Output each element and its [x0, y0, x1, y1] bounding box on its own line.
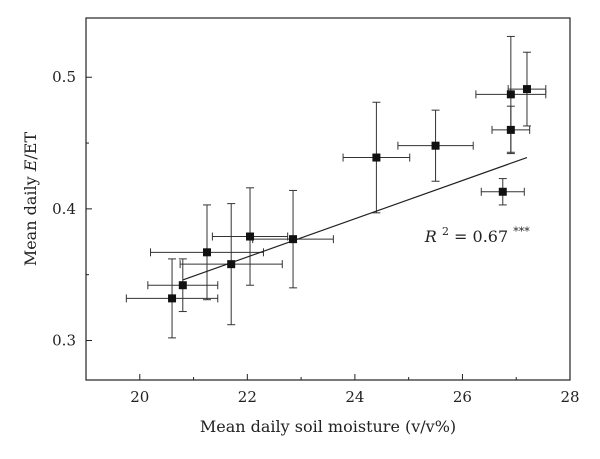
x-tick-label: 22: [238, 388, 257, 406]
data-point: [506, 90, 515, 99]
y-axis-label-prefix: Mean daily: [21, 171, 40, 266]
r-symbol: R: [424, 227, 437, 246]
r-superscript: 2: [442, 225, 449, 238]
x-axis-label: Mean daily soil moisture (v/v%): [200, 417, 456, 436]
axis-ticks: 20 22 24 26 28 0.3 0.4 0.5: [52, 68, 579, 406]
r-value: = 0.67: [454, 227, 508, 246]
data-markers: [168, 85, 531, 303]
plot-frame: [85, 17, 571, 381]
y-axis-label-suffix: /ET: [21, 132, 40, 160]
data-point: [431, 141, 440, 150]
data-point: [227, 260, 236, 269]
data-point: [498, 187, 507, 196]
data-point: [372, 153, 381, 162]
data-point: [203, 248, 211, 257]
y-tick-label: 0.5: [52, 68, 76, 86]
data-point: [246, 232, 255, 241]
error-bars: [125, 35, 547, 339]
data-point: [178, 281, 187, 290]
x-tick-label: 28: [560, 388, 579, 406]
y-tick-label: 0.3: [52, 332, 76, 350]
x-tick-label: 24: [345, 388, 364, 406]
data-point: [522, 85, 531, 94]
y-axis-label: Mean daily E/ET: [21, 132, 40, 267]
data-point: [289, 235, 298, 244]
significance-stars: ***: [513, 225, 530, 238]
regression-line: [182, 156, 528, 281]
data-point: [506, 125, 515, 134]
data-point: [168, 294, 177, 303]
y-axis-label-italic: E: [21, 159, 40, 172]
y-tick-label: 0.4: [52, 200, 76, 218]
r-squared-annotation: R 2 = 0.67 ***: [424, 220, 530, 246]
x-tick-label: 20: [130, 388, 149, 406]
x-tick-label: 26: [453, 388, 472, 406]
